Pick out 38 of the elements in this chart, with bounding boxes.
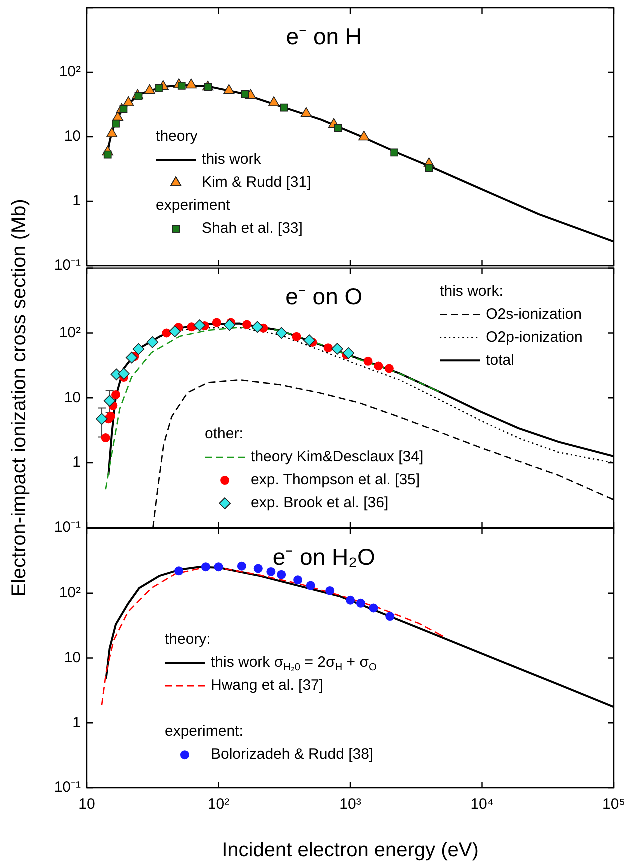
x-tick-label: 10²: [208, 796, 230, 814]
y-axis-title: Electron-impact ionization cross section (Mb): [8, 199, 32, 597]
legend-label: O2p-ionization: [486, 328, 583, 346]
legend-label: theory Kim&Desclaux [34]: [251, 448, 424, 466]
annotation: theory: [156, 128, 198, 146]
y-tick-label: 10²: [59, 324, 81, 342]
text: e⁻ on H: [286, 23, 362, 50]
x-axis-title: Incident electron energy (eV): [222, 840, 479, 862]
text: e⁻ on H₂O: [272, 544, 376, 570]
annotation: experiment:: [164, 723, 244, 740]
legend-label: Kim & Rudd [31]: [202, 174, 312, 192]
legend-label: this work: [202, 151, 262, 168]
legend-label: O2s-ionization: [486, 306, 582, 323]
text: e⁻ on O: [286, 284, 363, 310]
annotation: experiment: [156, 197, 232, 214]
y-tick-label: 10⁻¹: [54, 779, 81, 796]
y-tick-label: 10: [64, 128, 81, 146]
y-tick-label: 10²: [59, 584, 81, 602]
y-tick-label: 1: [72, 714, 81, 732]
annotation: this work:: [440, 282, 504, 300]
legend-label: Bolorizadeh & Rudd [38]: [210, 746, 374, 764]
y-tick-label: 10: [64, 389, 81, 406]
y-tick-label: 10⁻¹: [54, 519, 81, 536]
annotation: theory:: [164, 631, 211, 648]
x-tick-label: 10⁵: [602, 796, 626, 814]
y-tick-label: 10⁻¹: [54, 257, 81, 274]
legend-label: Shah et al. [33]: [202, 220, 303, 238]
y-tick-label: 1: [72, 192, 81, 210]
legend-label: Hwang et al. [37]: [210, 677, 324, 694]
legend-label: exp. Brook et al. [36]: [251, 494, 389, 512]
y-tick-label: 10: [64, 649, 81, 666]
x-tick-label: 10⁴: [470, 796, 494, 814]
legend-label: exp. Thompson et al. [35]: [251, 472, 420, 489]
y-tick-label: 10²: [59, 64, 81, 81]
annotation: other:: [205, 426, 244, 443]
legend-label: total: [486, 352, 514, 369]
x-tick-label: 10³: [340, 796, 362, 814]
y-tick-label: 1: [72, 454, 81, 472]
